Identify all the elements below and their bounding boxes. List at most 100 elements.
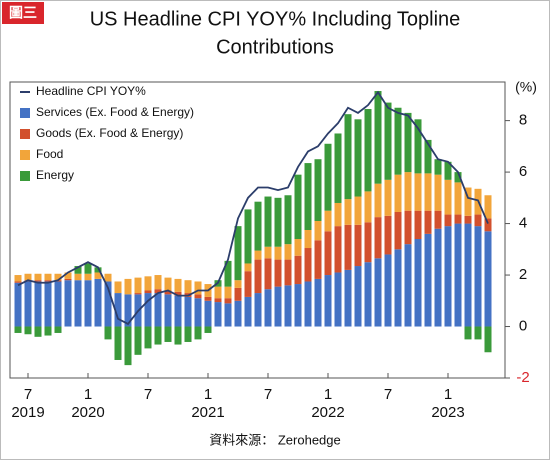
bar-segment — [114, 293, 122, 327]
bar-segment — [174, 291, 182, 296]
bar-segment — [364, 109, 372, 192]
bar-segment — [484, 195, 492, 219]
y-tick-label: 4 — [519, 215, 527, 232]
bar-segment — [414, 239, 422, 327]
bar-segment — [284, 285, 292, 327]
bar-segment — [314, 278, 322, 327]
bar-segment — [194, 326, 202, 340]
bar-segment — [484, 218, 492, 232]
y-tick-label: -2 — [516, 369, 529, 386]
bar-segment — [184, 296, 192, 327]
bar-segment — [404, 172, 412, 211]
bar-segment — [214, 302, 222, 327]
bar-segment — [454, 182, 462, 215]
legend-swatch — [20, 171, 30, 181]
bar-segment — [244, 263, 252, 272]
bar-segment — [234, 280, 242, 288]
bar-segment — [224, 303, 232, 327]
bar-segment — [354, 119, 362, 197]
bar-segment — [84, 280, 92, 327]
bar-segment — [244, 271, 252, 297]
bar-segment — [44, 273, 52, 281]
bar-segment — [244, 209, 252, 264]
bar-segment — [134, 277, 142, 294]
x-year-label: 2021 — [191, 404, 224, 421]
bar-segment — [94, 272, 102, 279]
bar-segment — [124, 326, 132, 366]
bar-segment — [154, 275, 162, 290]
legend-label: Food — [36, 147, 63, 161]
bar-segment — [424, 139, 432, 174]
bar-segment — [354, 196, 362, 225]
bar-segment — [244, 296, 252, 327]
bar-segment — [104, 273, 112, 282]
bar-segment — [384, 179, 392, 216]
bar-segment — [394, 107, 402, 175]
bar-segment — [64, 280, 72, 327]
bar-segment — [154, 289, 162, 294]
bar-segment — [324, 143, 332, 211]
bar-segment — [24, 273, 32, 281]
x-tick-label: 7 — [144, 386, 152, 403]
bar-segment — [224, 260, 232, 287]
bar-segment — [214, 298, 222, 303]
bar-segment — [34, 273, 42, 281]
bar-segment — [184, 280, 192, 294]
legend-swatch — [20, 150, 30, 160]
bar-segment — [314, 220, 322, 241]
y-tick-label: 8 — [519, 112, 527, 129]
bar-segment — [434, 210, 442, 229]
bar-segment — [214, 286, 222, 299]
bar-segment — [444, 226, 452, 327]
bar-segment — [474, 326, 482, 340]
bar-segment — [114, 281, 122, 294]
legend-swatch — [20, 129, 30, 139]
bar-segment — [434, 228, 442, 327]
bar-segment — [234, 287, 242, 301]
bar-segment — [74, 273, 82, 281]
bar-segment — [44, 281, 52, 327]
bar-segment — [404, 210, 412, 245]
bar-segment — [274, 197, 282, 247]
bar-segment — [204, 300, 212, 327]
bar-segment — [194, 298, 202, 327]
bar-segment — [24, 326, 32, 335]
legend-swatch — [20, 108, 30, 118]
bar-segment — [334, 226, 342, 273]
y-unit: (%) — [515, 79, 537, 95]
bar-segment — [364, 191, 372, 223]
bar-segment — [304, 281, 312, 327]
bar-segment — [34, 280, 42, 282]
bar-segment — [164, 290, 172, 295]
bar-segment — [414, 173, 422, 211]
bar-segment — [324, 210, 332, 232]
bar-segment — [294, 239, 302, 256]
bar-segment — [414, 119, 422, 174]
bar-segment — [74, 266, 82, 274]
bar-segment — [474, 214, 482, 227]
bar-segment — [464, 187, 472, 216]
bar-segment — [154, 326, 162, 345]
bar-segment — [324, 231, 332, 276]
bar-segment — [234, 226, 242, 281]
bar-segment — [54, 326, 62, 333]
bar-segment — [124, 294, 132, 327]
bar-segment — [204, 326, 212, 333]
bar-segment — [14, 282, 22, 327]
bar-segment — [144, 290, 152, 294]
bar-segment — [184, 326, 192, 342]
x-tick-label: 1 — [84, 386, 92, 403]
bar-segment — [464, 223, 472, 327]
badge-bg — [2, 2, 44, 24]
bar-segment — [174, 295, 182, 327]
bar-segment — [224, 286, 232, 299]
bar-segment — [284, 259, 292, 286]
bar-segment — [104, 281, 112, 327]
bar-segment — [194, 294, 202, 299]
bar-segment — [284, 195, 292, 245]
x-tick-label: 7 — [24, 386, 32, 403]
x-year-label: 2020 — [71, 404, 104, 421]
bar-segment — [84, 273, 92, 281]
bar-segment — [464, 215, 472, 224]
